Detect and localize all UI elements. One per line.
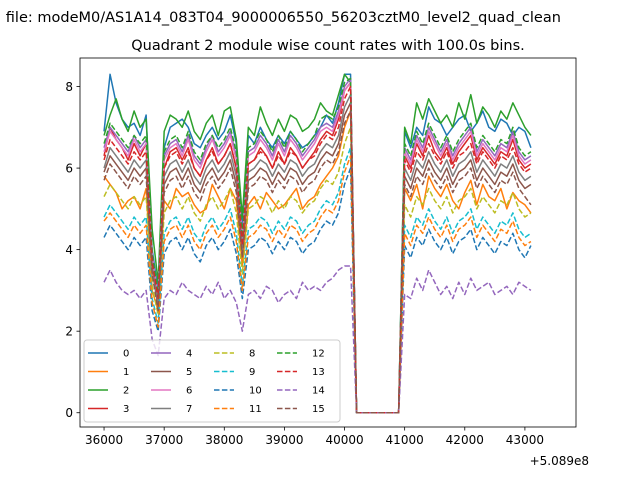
legend-label-8: 8 [249,349,255,360]
legend-label-5: 5 [186,367,192,378]
x-tick-label: 39000 [265,433,303,447]
series-lines [103,73,532,414]
series-line-1 [103,110,532,414]
series-line-2 [103,73,532,414]
series-line-12 [103,77,532,414]
legend-label-1: 1 [123,367,129,378]
legend-label-13: 13 [312,367,325,378]
legend-label-12: 12 [312,349,325,360]
axes-frame [79,57,577,428]
series-line-11 [103,155,532,414]
series-line-6 [103,81,532,414]
legend-label-6: 6 [186,386,192,397]
x-tick-label: 42000 [446,433,484,447]
legend-box [83,339,341,423]
y-tick-label: 0 [65,406,73,420]
series-line-13 [103,85,532,414]
axes: 36000 37000 38000 39000 40000 41000 42000 43000… [65,57,577,447]
legend-label-0: 0 [123,349,129,360]
x-tick-label: 41000 [386,433,424,447]
legend-label-9: 9 [249,367,255,378]
series-line-3 [103,81,532,414]
x-offset-label: +5.089e8 [530,454,589,468]
x-tick-label: 36000 [85,433,123,447]
series-line-0 [103,73,532,414]
x-tick-label: 38000 [205,433,243,447]
series-line-9 [103,146,532,414]
legend-label-7: 7 [186,404,192,415]
x-tick-label: 40000 [325,433,363,447]
series-line-7 [103,93,532,414]
series-line-8 [103,126,532,414]
series-line-15 [103,110,532,414]
chart-title: Quadrant 2 module wise count rates with … [131,38,525,54]
legend-label-15: 15 [312,404,325,415]
legend-label-11: 11 [249,404,262,415]
plot-area [103,73,532,414]
x-tick-label: 37000 [145,433,183,447]
x-tick-label: 43000 [506,433,544,447]
y-tick-label: 4 [65,243,73,257]
legend-label-2: 2 [123,386,129,397]
y-tick-label: 2 [65,325,73,339]
legend-label-14: 14 [312,386,325,397]
y-tick-label: 8 [65,80,73,94]
legend-label-3: 3 [123,404,129,415]
y-tick-label: 6 [65,162,73,176]
series-line-5 [103,102,532,414]
series-line-14 [103,265,532,414]
legend-label-10: 10 [249,386,262,397]
legend-label-4: 4 [186,349,192,360]
figure-suptitle: n file: modeM0/AS1A14_083T04_9000006550_… [0,10,561,26]
series-line-10 [103,167,532,414]
series-line-4 [103,77,532,414]
